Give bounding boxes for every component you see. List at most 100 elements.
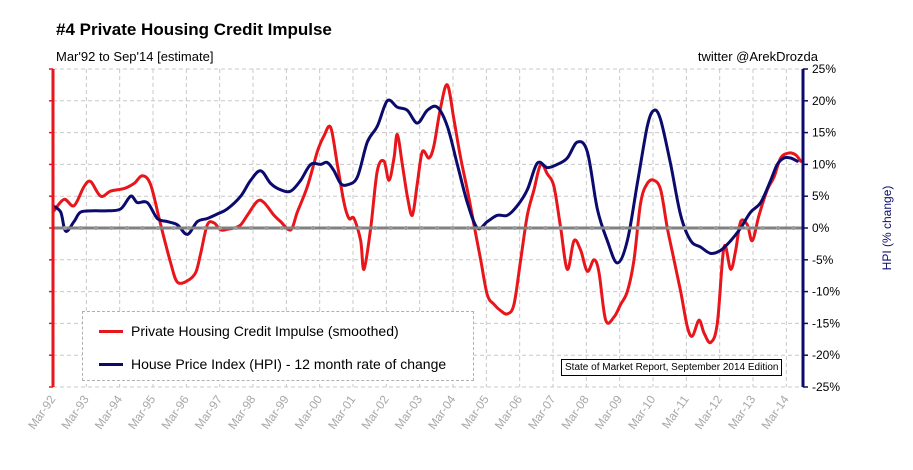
- zero-line-dot: [714, 226, 718, 230]
- chart-credit: twitter @ArekDrozda: [697, 49, 818, 64]
- zero-line-dot: [652, 226, 656, 230]
- y-tick-label: 5%: [812, 189, 830, 203]
- zero-line-dot: [497, 226, 501, 230]
- legend-label: House Price Index (HPI) - 12 month rate …: [131, 356, 447, 372]
- y-tick-label: -20%: [812, 348, 840, 362]
- zero-line-dot: [745, 226, 749, 230]
- zero-line-dot: [605, 226, 610, 230]
- y-tick-label: 25%: [812, 62, 836, 76]
- zero-line-dot: [466, 226, 470, 230]
- zero-line-dot: [512, 226, 517, 230]
- zero-line-dot: [528, 226, 532, 230]
- zero-line-dot: [621, 226, 625, 230]
- zero-line-dot: [791, 226, 796, 230]
- edition-note: State of Market Report, September 2014 E…: [561, 359, 783, 376]
- x-tick-label: Mar-14: [759, 392, 792, 431]
- zero-line-dot: [311, 226, 315, 230]
- y-tick-label: -5%: [812, 253, 834, 267]
- x-tick-label: Mar-99: [259, 392, 292, 431]
- x-tick-label: Mar-97: [192, 392, 225, 431]
- zero-line-dot: [202, 226, 207, 230]
- y-tick-label: 20%: [812, 94, 836, 108]
- x-tick-label: Mar-08: [559, 392, 592, 431]
- zero-line-dot: [94, 226, 98, 230]
- zero-line-dot: [574, 226, 579, 230]
- x-tick-label: Mar-93: [59, 392, 92, 431]
- zero-line-dot: [295, 226, 300, 230]
- zero-line-dot: [419, 226, 424, 230]
- zero-line-dot: [450, 226, 455, 230]
- zero-line-dot: [481, 226, 486, 230]
- x-tick-label: Mar-11: [659, 392, 692, 431]
- zero-line-dot: [249, 226, 253, 230]
- zero-line-dot: [404, 226, 408, 230]
- zero-line-dot: [435, 226, 439, 230]
- y-axis-title: HPI (% change): [880, 186, 894, 271]
- x-tick-label: Mar-92: [25, 392, 58, 431]
- x-tick-label: Mar-98: [225, 392, 258, 431]
- zero-line-dot: [280, 226, 284, 230]
- zero-line-dot: [218, 226, 222, 230]
- zero-line-dot: [264, 226, 269, 230]
- x-tick-label: Mar-95: [125, 392, 158, 431]
- legend-swatch-red: [99, 329, 123, 333]
- zero-line-dot: [698, 226, 703, 230]
- zero-line-dot: [125, 226, 129, 230]
- x-tick-label: Mar-04: [425, 392, 458, 431]
- zero-line-dot: [667, 226, 672, 230]
- x-tick-label: Mar-07: [525, 392, 558, 431]
- legend: Private Housing Credit Impulse (smoothed…: [82, 311, 474, 381]
- x-tick-label: Mar-09: [592, 392, 625, 431]
- y-tick-label: -25%: [812, 380, 840, 394]
- zero-line-dot: [357, 226, 362, 230]
- zero-line-dot: [559, 226, 563, 230]
- x-tick-label: Mar-94: [92, 392, 125, 431]
- series-hpi-line: [51, 98, 799, 265]
- zero-line-dot: [78, 226, 83, 230]
- legend-label: Private Housing Credit Impulse (smoothed…: [131, 323, 399, 339]
- x-tick-label: Mar-10: [625, 392, 658, 431]
- legend-item-hpi: House Price Index (HPI) - 12 month rate …: [99, 355, 446, 373]
- x-tick-label: Mar-13: [725, 392, 758, 431]
- series-credit-impulse-line: [51, 83, 803, 345]
- x-tick-label: Mar-02: [359, 392, 392, 431]
- zero-line-dot: [171, 226, 176, 230]
- zero-line-dot: [63, 226, 67, 230]
- y-axis-labels: 25% 20% 15% 10% 5% 0% -5% -10% -15% -20% -25% HPI (…: [812, 62, 894, 394]
- y-tick-label: 15%: [812, 126, 836, 140]
- x-tick-label: Mar-00: [292, 392, 325, 431]
- zero-line-dot: [342, 226, 346, 230]
- x-axis-labels: Mar-92 Mar-93 Mar-94 Mar-95 Mar-96 Mar-97 Mar-…: [25, 392, 792, 431]
- zero-line-dot: [373, 226, 377, 230]
- x-tick-label: Mar-03: [392, 392, 425, 431]
- x-tick-label: Mar-05: [459, 392, 492, 431]
- y-tick-label: 0%: [812, 221, 830, 235]
- zero-line-dot: [636, 226, 641, 230]
- zero-line-dot: [760, 226, 765, 230]
- x-tick-label: Mar-96: [159, 392, 192, 431]
- chart-subtitle: Mar'92 to Sep'14 [estimate]: [56, 49, 214, 64]
- zero-line-dot: [729, 226, 734, 230]
- x-tick-label: Mar-06: [492, 392, 525, 431]
- zero-line-dot: [590, 226, 594, 230]
- series-layer: [51, 83, 803, 345]
- zero-line-dot: [326, 226, 331, 230]
- axes-layer: [49, 68, 808, 388]
- zero-line-dot: [140, 226, 145, 230]
- zero-line-dot: [156, 226, 160, 230]
- y-tick-label: -15%: [812, 316, 840, 330]
- legend-item-credit-impulse: Private Housing Credit Impulse (smoothed…: [99, 322, 399, 340]
- legend-swatch-navy: [99, 362, 123, 366]
- zero-line-dot: [388, 226, 393, 230]
- y-tick-label: -10%: [812, 285, 840, 299]
- x-tick-label: Mar-01: [325, 392, 358, 431]
- zero-line-dot: [683, 226, 687, 230]
- zero-line-dot: [543, 226, 548, 230]
- zero-line-dot: [776, 226, 780, 230]
- zero-line-dot: [187, 226, 191, 230]
- x-tick-label: Mar-12: [692, 392, 725, 431]
- zero-line-dot: [233, 226, 238, 230]
- y-tick-label: 10%: [812, 157, 836, 171]
- chart-title: #4 Private Housing Credit Impulse: [56, 20, 332, 39]
